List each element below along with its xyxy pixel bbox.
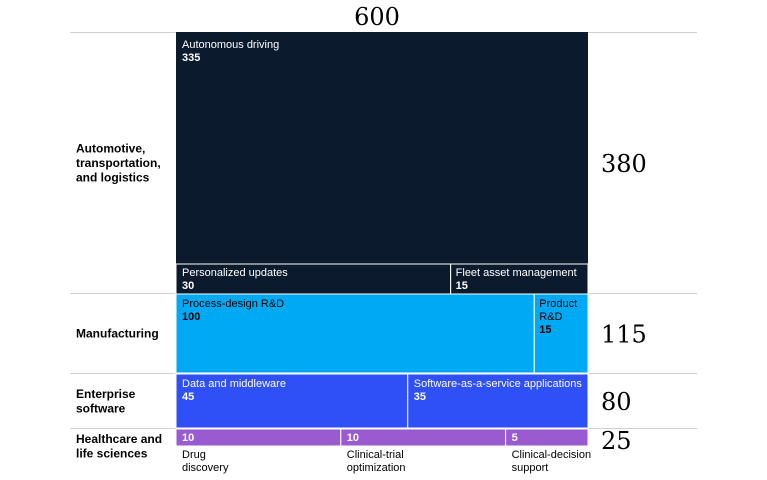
cell-label: R&D (539, 311, 562, 323)
cell-label: Product (539, 298, 577, 310)
treemap-row: Automotive,transportation,and logistics 3… (76, 32, 647, 295)
cell-value: 10 (182, 432, 194, 444)
cell-value: 30 (182, 280, 194, 292)
treemap-cell (340, 428, 507, 447)
cell-label: Process-design R&D (182, 298, 284, 310)
cell-label: Fleet asset management (456, 267, 577, 279)
row-label: Manufacturing (76, 327, 159, 341)
row-label: Enterprise (76, 387, 136, 401)
cell-label: support (512, 462, 549, 474)
treemap-rows: Automotive,transportation,and logistics 3… (76, 32, 647, 474)
row-total: 115 (601, 321, 647, 349)
treemap-cell (407, 373, 589, 429)
cell-value: 45 (182, 391, 194, 403)
grand-total: 600 (354, 3, 400, 31)
cell-label: Personalized updates (182, 267, 288, 279)
row-label: transportation, (76, 156, 161, 170)
cell-label: Data and middleware (182, 378, 286, 390)
cell-value: 335 (182, 52, 200, 64)
cell-value: 5 (512, 432, 518, 444)
treemap-cell (175, 263, 452, 295)
cell-value: 100 (182, 311, 200, 323)
cell-value: 35 (414, 391, 426, 403)
cell-label: Clinical-decision (512, 449, 591, 461)
treemap-cell (175, 428, 342, 447)
cell-value: 15 (456, 280, 468, 292)
row-label: life sciences (76, 447, 148, 461)
row-label: software (76, 401, 126, 415)
cell-value: 10 (347, 432, 359, 444)
cell-label: Software-as-a-service applications (414, 378, 583, 390)
treemap-cell (175, 293, 535, 374)
treemap-cell (175, 373, 409, 429)
cell-label: Drug (182, 449, 206, 461)
row-total: 80 (601, 388, 632, 416)
row-total: 25 (601, 427, 632, 455)
treemap-cell (176, 32, 588, 264)
cell-value: 15 (539, 324, 551, 336)
row-label: Automotive, (76, 142, 145, 156)
cell-label: optimization (347, 462, 406, 474)
cell-label: discovery (182, 462, 229, 474)
cell-label: Autonomous driving (182, 39, 279, 51)
row-total: 380 (601, 150, 647, 178)
treemap-cell (533, 293, 589, 374)
treemap-cell (505, 428, 589, 447)
row-label: Healthcare and (76, 432, 162, 446)
cell-label: Clinical-trial (347, 449, 404, 461)
row-label: and logistics (76, 171, 150, 185)
